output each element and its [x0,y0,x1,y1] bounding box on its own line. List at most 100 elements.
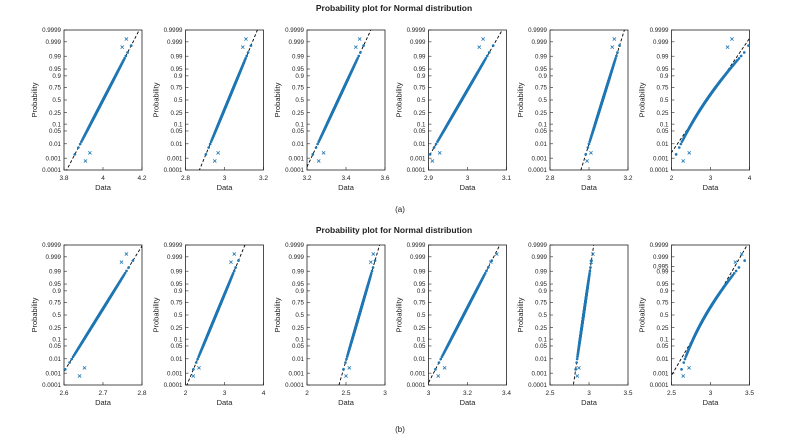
probability-plot-panel: 0.0001 0.001 0.01 0.050.1 0.25 0.5 0.75 0.90.95… [30,242,147,407]
y-tick-label: 0.0001 [528,382,547,389]
x-tick-label: 2.9 [424,175,433,182]
data-point [126,51,129,54]
outlier-point [437,150,442,155]
plot-frame [306,29,386,171]
y-tick-label: 0.01 [535,141,548,148]
probability-plot-panel: 0.0001 0.001 0.01 0.050.1 0.25 0.5 0.75 0.90.95… [516,27,633,192]
y-tick-label: 0.5 [417,97,426,104]
outlier-point [730,37,734,41]
y-tick-label: 0.9 [174,288,183,295]
y-tick-label: 0.99 [413,53,426,60]
outlier-point [610,45,615,50]
data-point [246,51,250,54]
data-point [231,272,235,275]
data-point [486,266,490,269]
probability-plot-panel: 0.0001 0.001 0.01 0.050.1 0.25 0.5 0.75 0.90.95… [152,27,269,192]
probability-plot-group: Probability plot for Normal distribution… [30,3,752,214]
outlier-point [87,150,92,155]
y-axis-label: Probability [273,297,282,332]
data-point [490,259,494,262]
y-tick-label: 0.5 [538,312,547,319]
outlier-point [733,260,738,265]
y-tick-label: 0.05 [49,128,62,135]
y-axis-label: Probability [395,82,404,117]
y-tick-label: 0.9999 [42,27,61,34]
y-tick-label: 0.001 [653,370,669,377]
x-tick-label: 3 [383,390,387,397]
probability-plot-panel: 0.0001 0.001 0.01 0.050.1 0.25 0.5 0.75 0.90.95… [152,242,266,407]
x-tick-label: 4 [101,175,105,182]
data-point [63,368,67,371]
y-tick-label: 0.999 [46,39,62,46]
probability-plot-panel: 0.0001 0.001 0.01 0.050.1 0.25 0.5 0.75 0.90.95… [516,242,633,407]
outlier-point [212,159,217,163]
group-title: Probability plot for Normal distribution [316,3,472,13]
data-point [123,272,127,275]
x-axis-label: Data [460,398,477,407]
outlier-point [371,252,376,256]
x-tick-label: 3.2 [259,175,268,182]
outlier-point [232,252,237,256]
x-tick-label: 3 [587,175,591,182]
y-tick-label: 0.95 [656,66,669,73]
data-point [196,357,200,361]
outlier-point [687,150,692,155]
x-tick-label: 2.8 [545,175,554,182]
y-tick-label: 0.5 [538,97,547,104]
x-axis-label: Data [95,183,112,192]
x-tick-label: 3 [709,390,713,397]
data-point [237,259,240,262]
y-tick-label: 0.0001 [285,167,304,174]
outlier-point [739,252,744,256]
data-point [575,357,579,361]
outlier-point [124,37,129,41]
y-tick-label: 0.1 [538,121,547,128]
y-tick-label: 0.9 [417,73,426,80]
y-tick-label: 0.75 [170,300,183,307]
y-tick-label: 0.01 [656,141,669,148]
outlier-point [83,159,88,163]
y-tick-label: 0.1 [295,121,304,128]
y-tick-label: 0.001 [653,155,669,162]
data-points [584,37,621,163]
y-tick-label: 0.001 [410,370,426,377]
y-tick-label: 0.001 [46,155,62,162]
y-axis-label: Probability [30,82,39,117]
data-point [123,57,126,60]
y-tick-label: 0.1 [538,336,547,343]
y-tick-label: 0.99 [49,53,62,60]
y-tick-label: 0.9 [52,288,61,295]
y-tick-label: 0.999 [289,254,305,261]
y-tick-label: 0.5 [52,97,61,104]
y-tick-label: 0.5 [52,312,61,319]
x-axis-label: Data [338,398,355,407]
data-point [674,153,678,156]
data-point [232,269,236,273]
plot-frame [185,244,264,386]
outlier-point [229,260,233,265]
y-tick-label: 0.9 [538,73,547,80]
group-caption: (a) [395,205,405,214]
data-points [574,252,595,378]
y-tick-label: 0.9999 [407,27,426,34]
y-tick-label: 0.95 [170,281,183,288]
x-tick-label: 3.2 [302,175,311,182]
y-tick-label: 0.9 [174,73,183,80]
y-tick-label: 0.999 [410,39,426,46]
plot-frame [428,29,507,171]
y-tick-label: 0.999 [289,39,305,46]
y-tick-label: 0.75 [413,300,426,307]
y-tick-label: 0.75 [656,300,669,307]
data-point [234,266,237,269]
data-point [737,57,741,60]
y-tick-label: 0.75 [170,85,183,92]
data-point [73,153,77,156]
outlier-point [344,374,348,378]
x-tick-label: 3 [223,175,227,182]
y-tick-label: 0.9999 [164,242,183,249]
data-points [204,37,253,163]
y-tick-label: 0.25 [413,110,426,117]
x-axis-label: Data [581,398,598,407]
x-tick-label: 3.4 [341,175,350,182]
